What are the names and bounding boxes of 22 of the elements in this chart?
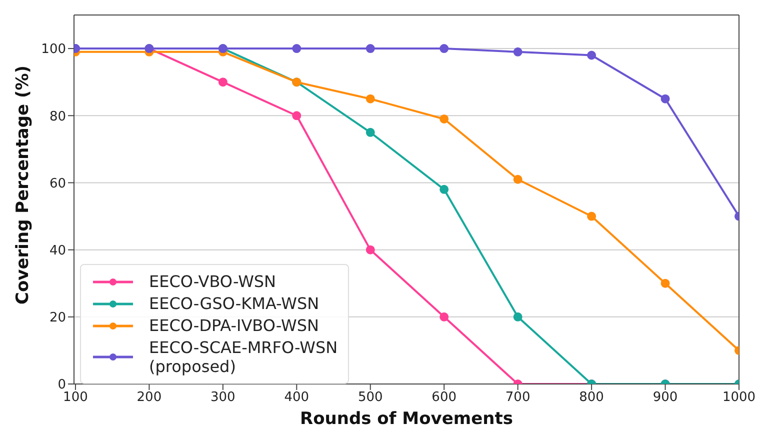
y-tick-label: 20 (49, 310, 66, 326)
legend-label: EECO-SCAE-MRFO-WSN (proposed) (149, 338, 338, 376)
legend-label: EECO-VBO-WSN (149, 272, 276, 291)
y-axis-title: Covering Percentage (%) (13, 65, 34, 304)
x-tick-label: 200 (136, 390, 162, 406)
x-tick-label: 600 (432, 390, 457, 406)
legend-label: EECO-DPA-IVBO-WSN (149, 316, 319, 335)
x-axis-title: Rounds of Movements (300, 409, 513, 429)
y-tick-label: 40 (49, 243, 66, 258)
x-tick-label: 500 (358, 390, 383, 406)
x-tick-label: 800 (579, 390, 604, 406)
x-tick-label: 100 (63, 390, 88, 406)
x-tick-label: 900 (652, 390, 678, 406)
x-tick-label: 1000 (722, 390, 756, 406)
x-tick-label: 300 (210, 390, 236, 406)
legend-label: EECO-GSO-KMA-WSN (149, 294, 320, 313)
y-tick-label: 60 (49, 176, 66, 192)
y-tick-label: 80 (49, 109, 66, 124)
x-tick-label: 700 (505, 390, 530, 406)
y-tick-label: 0 (58, 378, 66, 393)
x-tick-label: 400 (284, 390, 310, 406)
y-tick-label: 100 (41, 42, 66, 58)
